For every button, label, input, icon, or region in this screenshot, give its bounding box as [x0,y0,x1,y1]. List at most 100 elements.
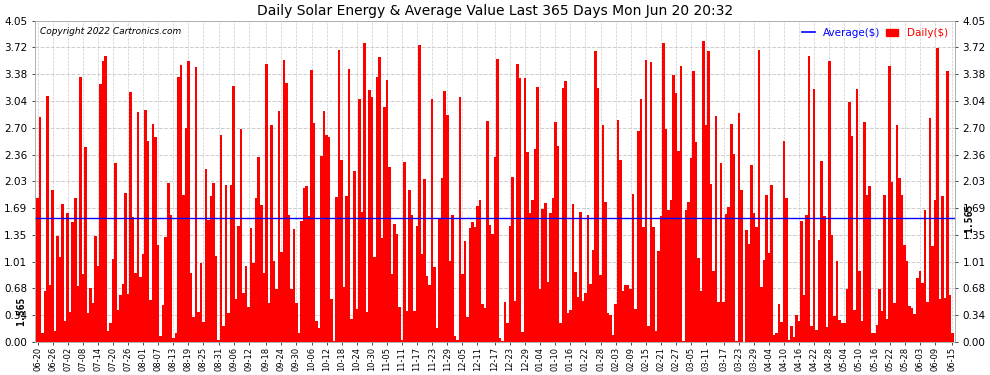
Bar [350,320,353,342]
Bar [692,71,695,342]
Bar [431,99,434,342]
Bar [187,61,190,342]
Bar [509,226,512,342]
Bar [891,182,893,342]
Bar [702,41,705,342]
Bar [741,190,742,342]
Bar [559,323,561,342]
Text: Copyright 2022 Cartronics.com: Copyright 2022 Cartronics.com [40,27,181,36]
Bar [142,254,145,342]
Bar [770,185,773,342]
Bar [298,333,300,342]
Bar [137,112,140,342]
Bar [151,124,154,342]
Bar [839,320,841,342]
Bar [667,210,669,342]
Bar [745,230,747,342]
Bar [499,338,501,342]
Bar [265,64,267,342]
Bar [627,285,630,342]
Bar [773,335,775,342]
Bar [179,65,182,342]
Bar [243,292,245,342]
Bar [780,322,783,342]
Bar [386,80,388,342]
Bar [836,261,839,342]
Bar [288,215,290,342]
Bar [336,197,338,342]
Bar [896,125,898,342]
Bar [207,220,210,342]
Bar [865,195,868,342]
Bar [587,215,589,342]
Bar [205,170,207,342]
Bar [569,310,571,342]
Bar [937,48,939,342]
Bar [260,205,262,342]
Bar [566,313,569,342]
Bar [680,66,682,342]
Bar [167,183,169,342]
Bar [888,66,891,342]
Bar [398,307,401,342]
Bar [855,89,858,342]
Bar [486,122,489,342]
Bar [564,81,566,342]
Bar [943,298,946,342]
Bar [481,304,484,342]
Bar [169,215,172,342]
Bar [845,290,848,342]
Bar [730,124,733,342]
Bar [489,225,491,342]
Bar [654,331,657,342]
Bar [471,222,473,342]
Bar [644,60,647,342]
Bar [524,78,527,342]
Bar [104,56,107,342]
Bar [685,210,687,342]
Bar [162,304,164,342]
Bar [514,301,517,342]
Bar [439,219,441,342]
Bar [468,228,471,342]
Bar [901,195,904,342]
Bar [610,315,612,342]
Bar [228,313,230,342]
Bar [589,284,592,342]
Bar [948,295,951,342]
Bar [174,333,177,342]
Bar [64,321,66,342]
Bar [735,341,738,342]
Bar [240,129,243,342]
Bar [202,322,205,342]
Bar [904,245,906,342]
Bar [843,323,845,342]
Bar [375,77,378,342]
Bar [615,304,617,342]
Bar [534,149,537,342]
Bar [220,135,223,342]
Bar [916,278,919,342]
Bar [308,216,310,342]
Bar [747,244,750,342]
Bar [159,336,162,342]
Bar [625,285,627,342]
Bar [358,99,360,342]
Bar [112,259,114,342]
Bar [300,221,303,342]
Bar [233,86,235,342]
Bar [551,198,554,342]
Bar [282,60,285,342]
Bar [893,303,896,342]
Bar [127,294,130,342]
Bar [248,307,249,342]
Bar [529,213,532,342]
Bar [59,257,61,342]
Bar [664,129,667,342]
Bar [828,61,831,342]
Bar [346,196,347,342]
Bar [876,326,878,342]
Bar [182,195,184,342]
Bar [881,311,883,342]
Bar [713,272,715,342]
